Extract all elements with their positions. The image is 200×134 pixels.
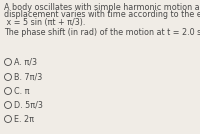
Text: C. π: C. π <box>14 87 30 96</box>
Text: x = 5 sin (πt + π/3).: x = 5 sin (πt + π/3). <box>4 18 85 27</box>
Text: D. 5π/3: D. 5π/3 <box>14 100 43 109</box>
Text: B. 7π/3: B. 7π/3 <box>14 72 43 81</box>
Bar <box>0 56 200 134</box>
Text: The phase shift (in rad) of the motion at t = 2.0 s is: The phase shift (in rad) of the motion a… <box>4 28 200 37</box>
Text: A. π/3: A. π/3 <box>14 57 38 66</box>
Text: E. 2π: E. 2π <box>14 114 35 124</box>
Text: A body oscillates with simple harmonic motion along the x axis. Its: A body oscillates with simple harmonic m… <box>4 3 200 12</box>
Text: displacement varies with time according to the equation:: displacement varies with time according … <box>4 10 200 19</box>
